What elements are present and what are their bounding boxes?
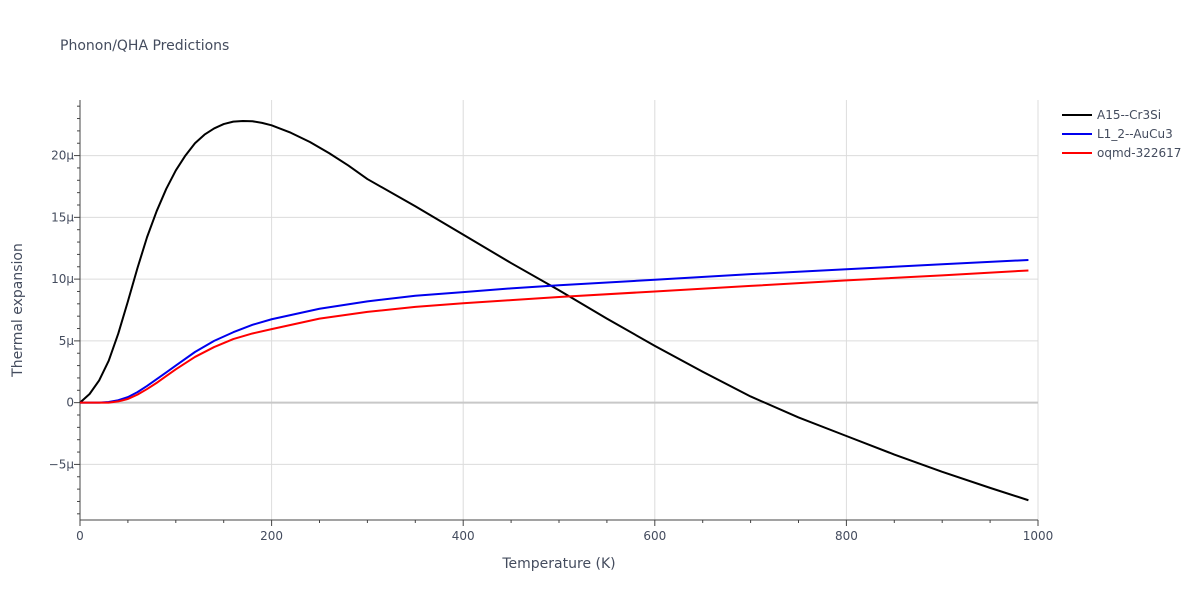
y-tick-label: 0 [66,396,74,410]
legend-item[interactable]: L1_2--AuCu3 [1062,127,1173,141]
x-tick-label: 800 [835,529,858,543]
x-axis-label: Temperature (K) [501,556,615,572]
y-tick-label: 15μ [51,210,74,224]
y-tick-label: 10μ [51,272,74,286]
legend-item[interactable]: A15--Cr3Si [1062,108,1161,122]
x-tick-label: 0 [76,529,84,543]
legend-item[interactable]: oqmd-322617 [1062,146,1181,160]
series-line-a15-cr3si [79,120,1029,502]
series-line-l1-2-aucu3 [80,258,1029,404]
series-line-oqmd-322617 [80,269,1029,404]
legend[interactable]: A15--Cr3Si L1_2--AuCu3 oqmd-322617 [1062,108,1181,160]
chart-title: Phonon/QHA Predictions [60,38,229,54]
legend-label: oqmd-322617 [1097,146,1181,160]
y-tick-label: 5μ [59,334,75,348]
y-tick-label: −5μ [49,457,75,471]
legend-label: A15--Cr3Si [1097,108,1161,122]
x-tick-label: 1000 [1023,529,1054,543]
y-tick-label: 20μ [51,149,74,163]
legend-label: L1_2--AuCu3 [1097,127,1173,141]
x-tick-label: 200 [260,529,283,543]
x-tick-label: 400 [452,529,475,543]
grid-layer [80,100,1039,520]
x-tick-label: 600 [643,529,666,543]
series-layer [79,120,1029,502]
axes-layer: 0 200 400 600 800 1000 −5μ 0 5μ 10μ 15μ 20μ [49,100,1054,543]
y-axis-label: Thermal expansion [10,243,26,378]
